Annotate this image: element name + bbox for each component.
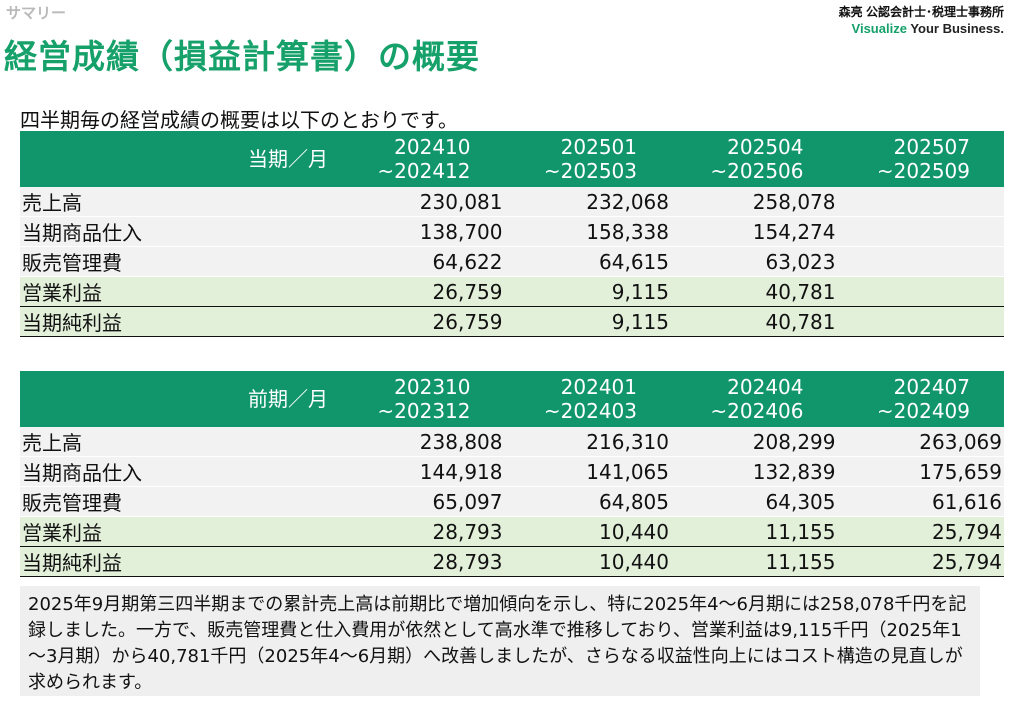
cell-value: 158,338 (504, 216, 671, 247)
firm-tagline: Visualize Your Business. (839, 21, 1004, 36)
row-label: 営業利益 (20, 516, 338, 547)
table-row: 営業利益 26,759 9,115 40,781 (20, 276, 1004, 307)
cell-value (837, 246, 1004, 277)
row-label: 売上高 (20, 187, 338, 217)
cell-value: 63,023 (671, 246, 838, 277)
cell-value: 10,440 (504, 516, 671, 547)
table-header-row: 前期／月 202310 ~202312 202401 ~202403 202404 ~… (20, 371, 1004, 427)
row-label: 当期純利益 (20, 306, 338, 337)
cell-value: 9,115 (504, 276, 671, 307)
cell-value: 230,081 (338, 187, 505, 217)
cell-value: 40,781 (671, 306, 838, 337)
cell-value: 25,794 (837, 546, 1004, 577)
cell-value: 11,155 (671, 546, 838, 577)
firm-name: 森亮 公認会計士･税理士事務所 (838, 5, 1004, 19)
cell-value: 64,622 (338, 246, 505, 277)
summary-note: 2025年9月期第三四半期までの累計売上高は前期比で増加傾向を示し、特に2025… (20, 586, 980, 696)
cell-value: 263,069 (837, 427, 1004, 457)
column-header: 202310 ~202312 (338, 371, 505, 427)
table-header-row: 当期／月 202410 ~202412 202501 ~202503 202504 ~… (20, 131, 1004, 187)
cell-value (837, 276, 1004, 307)
cell-value: 138,700 (338, 216, 505, 247)
cell-value (837, 306, 1004, 337)
table-row: 販売管理費 65,097 64,805 64,305 61,616 (20, 486, 1004, 517)
row-label: 販売管理費 (20, 486, 338, 517)
section-kicker: サマリー (6, 4, 67, 22)
table-row: 売上高 238,808 216,310 208,299 263,069 (20, 427, 1004, 457)
table-row: 当期商品仕入 138,700 158,338 154,274 (20, 216, 1004, 247)
column-header: 202407 ~202409 (837, 371, 1004, 427)
cell-value: 238,808 (338, 427, 505, 457)
column-header: 202504 ~202506 (671, 131, 838, 187)
row-label: 営業利益 (20, 276, 338, 307)
cell-value: 11,155 (671, 516, 838, 547)
row-label: 売上高 (20, 427, 338, 457)
intro-text: 四半期毎の経営成績の概要は以下のとおりです。 (20, 108, 458, 132)
cell-value: 28,793 (338, 516, 505, 547)
table-row: 営業利益 28,793 10,440 11,155 25,794 (20, 516, 1004, 547)
period-label: 前期／月 (20, 371, 338, 427)
row-label: 当期商品仕入 (20, 456, 338, 487)
tagline-accent: Visualize (851, 21, 907, 36)
cell-value: 9,115 (504, 306, 671, 337)
cell-value: 144,918 (338, 456, 505, 487)
table-row: 販売管理費 64,622 64,615 63,023 (20, 246, 1004, 277)
row-label: 当期商品仕入 (20, 216, 338, 247)
column-header: 202401 ~202403 (504, 371, 671, 427)
cell-value: 26,759 (338, 306, 505, 337)
cell-value: 175,659 (837, 456, 1004, 487)
column-header: 202507 ~202509 (837, 131, 1004, 187)
table-row: 当期純利益 26,759 9,115 40,781 (20, 306, 1004, 337)
table-row: 売上高 230,081 232,068 258,078 (20, 187, 1004, 217)
table-row: 当期純利益 28,793 10,440 11,155 25,794 (20, 546, 1004, 577)
cell-value: 61,616 (837, 486, 1004, 517)
period-label: 当期／月 (20, 131, 338, 187)
cell-value: 65,097 (338, 486, 505, 517)
cell-value: 25,794 (837, 516, 1004, 547)
previous-period-table: 前期／月 202310 ~202312 202401 ~202403 202404 ~… (20, 371, 1004, 577)
cell-value: 10,440 (504, 546, 671, 577)
cell-value: 258,078 (671, 187, 838, 217)
cell-value: 64,615 (504, 246, 671, 277)
cell-value: 208,299 (671, 427, 838, 457)
cell-value: 64,805 (504, 486, 671, 517)
cell-value: 40,781 (671, 276, 838, 307)
cell-value (837, 187, 1004, 217)
cell-value: 28,793 (338, 546, 505, 577)
cell-value: 154,274 (671, 216, 838, 247)
column-header: 202404 ~202406 (671, 371, 838, 427)
column-header: 202410 ~202412 (338, 131, 505, 187)
current-period-table: 当期／月 202410 ~202412 202501 ~202503 202504 ~… (20, 131, 1004, 337)
cell-value (837, 216, 1004, 247)
row-label: 販売管理費 (20, 246, 338, 277)
page-title: 経営成績（損益計算書）の概要 (4, 37, 480, 76)
table-row: 当期商品仕入 144,918 141,065 132,839 175,659 (20, 456, 1004, 487)
cell-value: 26,759 (338, 276, 505, 307)
cell-value: 132,839 (671, 456, 838, 487)
column-header: 202501 ~202503 (504, 131, 671, 187)
row-label: 当期純利益 (20, 546, 338, 577)
firm-logo: 森亮 公認会計士･税理士事務所 Visualize Your Business. (839, 3, 1004, 36)
cell-value: 216,310 (504, 427, 671, 457)
cell-value: 232,068 (504, 187, 671, 217)
cell-value: 141,065 (504, 456, 671, 487)
cell-value: 64,305 (671, 486, 838, 517)
tagline-rest: Your Business. (906, 21, 1004, 36)
